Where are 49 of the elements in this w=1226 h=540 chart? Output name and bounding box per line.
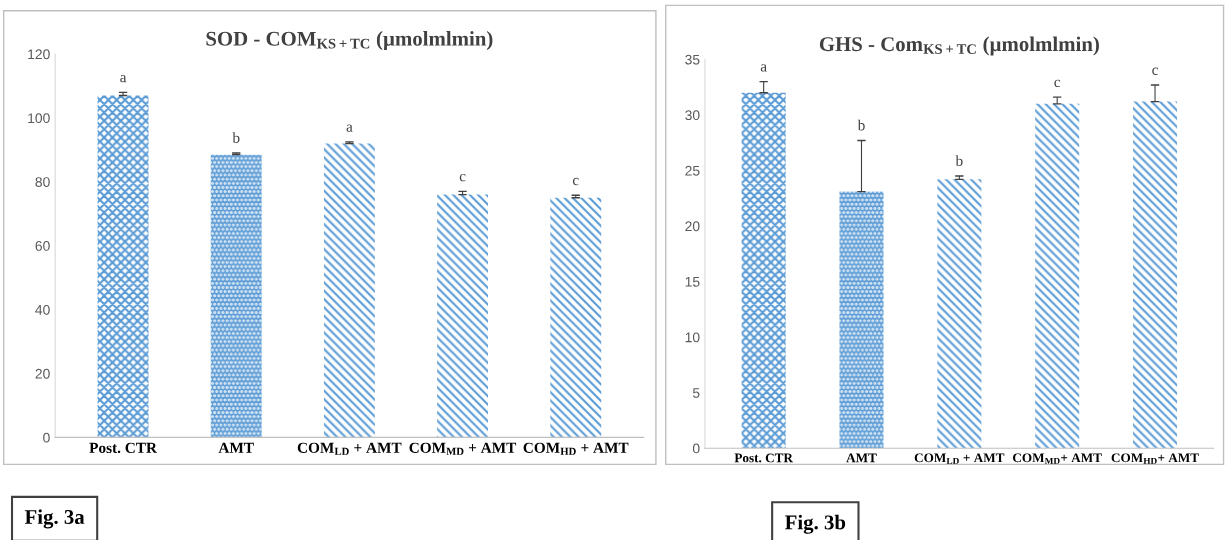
bar	[97, 95, 149, 438]
x-tick-label: Post. CTR	[89, 442, 158, 454]
bar	[437, 194, 489, 438]
y-tick-label: 15	[685, 277, 700, 287]
bar	[839, 191, 884, 449]
y-tick-label: 10	[685, 332, 700, 343]
annotation: a	[346, 124, 353, 132]
y-tick-label: 0	[43, 432, 50, 443]
caption: Fig. 3a	[24, 509, 85, 529]
y-tick-label: 80	[35, 177, 50, 187]
bar	[550, 197, 602, 438]
x-tick-label: COM$_{MD}$+ AMT	[1012, 453, 1102, 464]
bar	[210, 154, 262, 438]
y-tick-label: 25	[685, 165, 700, 176]
x-tick-label: COM$_{LD}$ + AMT	[914, 453, 1005, 464]
chart-title: GHS - Com$_{KS+TC}$ (µmolmlmin)	[819, 36, 1099, 56]
y-tick-label: 0	[692, 443, 700, 454]
y-tick-label: 20	[685, 221, 700, 232]
y-tick-label: 5	[692, 388, 700, 398]
y-tick-label: 20	[35, 368, 50, 379]
x-tick-label: AMT	[218, 442, 254, 453]
y-tick-label: 40	[35, 304, 50, 315]
bar	[937, 179, 982, 449]
caption: Fig. 3b	[784, 514, 846, 534]
bar	[741, 92, 786, 449]
annotation: c	[1152, 67, 1158, 75]
x-tick-label: COM$_{HD}$ + AMT	[523, 442, 629, 455]
annotation: a	[760, 64, 767, 72]
x-tick-label: COM$_{HD}$+ AMT	[1111, 453, 1199, 464]
annotation: b	[232, 132, 240, 143]
annotation: c	[572, 177, 579, 186]
annotation: c	[459, 173, 466, 182]
y-tick-label: 35	[685, 54, 700, 65]
bar	[1133, 101, 1178, 449]
annotation: a	[120, 74, 127, 83]
annotation: b	[955, 155, 963, 166]
y-tick-label: 30	[685, 110, 700, 121]
y-tick-label: 60	[35, 241, 50, 251]
chart-title: SOD - COM$_{KS+TC}$ (µmolmlmin)	[206, 31, 493, 50]
x-tick-label: COM$_{LD}$ + AMT	[297, 442, 402, 455]
x-tick-label: AMT	[846, 453, 877, 463]
annotation: c	[1054, 79, 1061, 88]
y-tick-label: 120	[28, 49, 50, 60]
x-tick-label: Post. CTR	[734, 453, 794, 463]
annotation: b	[857, 119, 865, 131]
x-tick-label: COM$_{MD}$ + AMT	[409, 442, 517, 455]
y-tick-label: 100	[28, 113, 50, 124]
bar	[1035, 103, 1080, 449]
bar	[323, 143, 375, 438]
